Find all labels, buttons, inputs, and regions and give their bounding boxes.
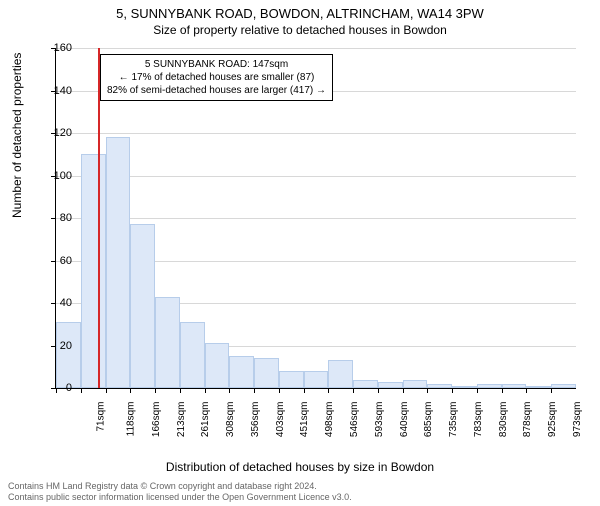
histogram-bar [477,384,502,388]
histogram-bar [130,224,155,388]
y-axis-label: Number of detached properties [10,53,24,218]
x-tick [56,388,57,393]
x-tick [205,388,206,393]
histogram-bar [403,380,428,389]
x-tick [304,388,305,393]
x-tick-label: 118sqm [125,402,136,437]
y-tick [51,218,56,219]
histogram-bar [378,382,403,388]
y-tick-label: 60 [60,255,72,267]
y-tick [51,261,56,262]
histogram-bar [56,322,81,388]
y-tick-label: 20 [60,340,72,352]
histogram-bar [254,358,279,388]
y-tick-label: 40 [60,297,72,309]
histogram-bar [304,371,329,388]
x-tick-label: 356sqm [250,402,261,438]
x-tick-label: 925sqm [547,402,558,438]
histogram-bar [452,386,477,388]
x-tick-label: 261sqm [201,402,212,438]
histogram-bar [526,386,551,388]
x-tick [526,388,527,393]
gridline [56,218,576,219]
x-tick [155,388,156,393]
histogram-bar [155,297,180,388]
histogram-bar [427,384,452,388]
annotation-line-2: ← 17% of detached houses are smaller (87… [107,71,326,84]
histogram-bar [279,371,304,388]
x-tick-label: 546sqm [349,402,360,438]
histogram-bar [229,356,254,388]
x-tick [130,388,131,393]
gridline [56,176,576,177]
histogram-bar [205,343,230,388]
annotation-line-1: 5 SUNNYBANK ROAD: 147sqm [107,58,326,71]
x-tick-label: 685sqm [423,402,434,438]
x-axis-label: Distribution of detached houses by size … [0,460,600,474]
x-tick-label: 403sqm [275,402,286,438]
annotation-line-3: 82% of semi-detached houses are larger (… [107,84,326,97]
histogram-bar [353,380,378,389]
gridline [56,133,576,134]
page-subtitle: Size of property relative to detached ho… [0,23,600,37]
x-tick [477,388,478,393]
x-tick [229,388,230,393]
x-tick [106,388,107,393]
footer-line-1: Contains HM Land Registry data © Crown c… [8,481,352,493]
histogram-bar [180,322,205,388]
footer-attribution: Contains HM Land Registry data © Crown c… [8,481,352,504]
annotation-box: 5 SUNNYBANK ROAD: 147sqm← 17% of detache… [100,54,333,101]
x-tick-label: 166sqm [151,402,162,438]
y-tick-label: 120 [54,127,72,139]
x-tick-label: 213sqm [176,402,187,438]
y-tick-label: 140 [54,85,72,97]
x-tick-label: 308sqm [225,402,236,438]
histogram-bar [328,360,353,388]
x-tick-label: 593sqm [374,402,385,438]
histogram-bar [81,154,106,388]
x-tick-label: 498sqm [324,402,335,438]
x-tick [254,388,255,393]
x-tick [502,388,503,393]
x-tick-label: 71sqm [96,402,107,432]
y-tick-label: 80 [60,212,72,224]
histogram-bar [502,384,527,388]
footer-line-2: Contains public sector information licen… [8,492,352,504]
x-tick-label: 973sqm [572,402,583,438]
x-tick-label: 735sqm [448,402,459,438]
x-tick-label: 640sqm [399,402,410,438]
x-tick [427,388,428,393]
y-tick [51,303,56,304]
gridline [56,48,576,49]
x-tick-label: 878sqm [522,402,533,438]
page-title: 5, SUNNYBANK ROAD, BOWDON, ALTRINCHAM, W… [0,6,600,21]
histogram-bar [551,384,576,388]
x-tick [279,388,280,393]
x-tick-label: 451sqm [300,402,311,438]
x-tick [378,388,379,393]
x-tick-label: 783sqm [473,402,484,438]
histogram-bar [106,137,131,388]
x-tick-label: 830sqm [498,402,509,438]
y-tick-label: 160 [54,42,72,54]
x-tick [551,388,552,393]
y-tick-label: 100 [54,170,72,182]
x-tick [180,388,181,393]
y-tick-label: 0 [66,382,72,394]
x-tick [81,388,82,393]
x-tick [452,388,453,393]
x-tick [328,388,329,393]
x-tick [353,388,354,393]
x-tick [403,388,404,393]
